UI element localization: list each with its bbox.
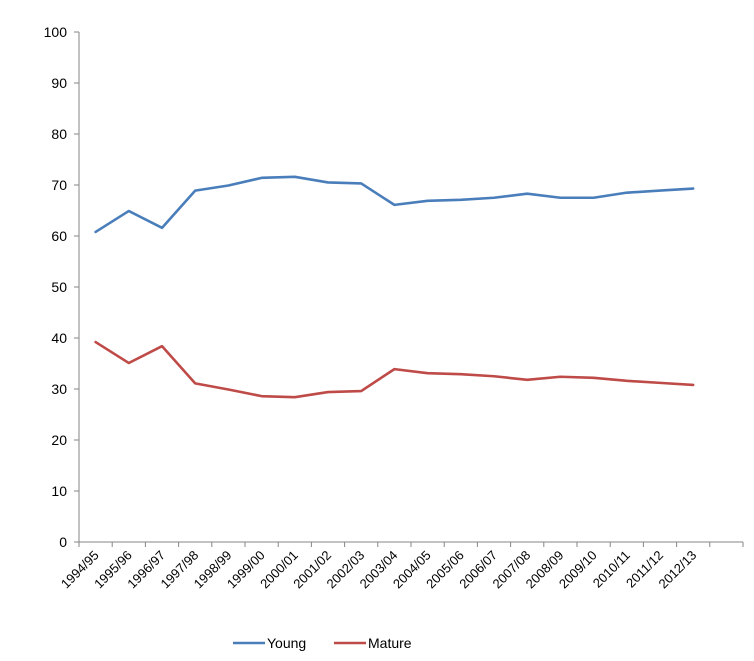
axes [78,32,743,543]
y-tick-label: 60 [51,228,67,244]
y-tick-label: 90 [51,75,67,91]
y-tick-label: 70 [51,177,67,193]
y-tick-label: 0 [59,534,67,550]
y-tick-label: 40 [51,330,67,346]
x-axis-ticks: 1994/951995/961996/971997/981998/991999/… [58,542,744,591]
legend-label: Mature [368,635,412,651]
y-tick-label: 80 [51,126,67,142]
y-tick-label: 20 [51,432,67,448]
series-line-young [94,175,695,234]
y-tick-label: 10 [51,483,67,499]
legend-label: Young [267,635,306,651]
series-line-mature [94,340,695,399]
legend-item-young: Young [233,635,306,651]
y-tick-label: 50 [51,279,67,295]
y-tick-label: 100 [44,24,68,40]
series-lines [94,175,695,399]
y-tick-label: 30 [51,381,67,397]
y-axis-ticks: 0 10 20 30 40 50 60 70 80 90 100 [44,24,79,550]
legend-item-mature: Mature [334,635,412,651]
legend: Young Mature [233,635,412,651]
